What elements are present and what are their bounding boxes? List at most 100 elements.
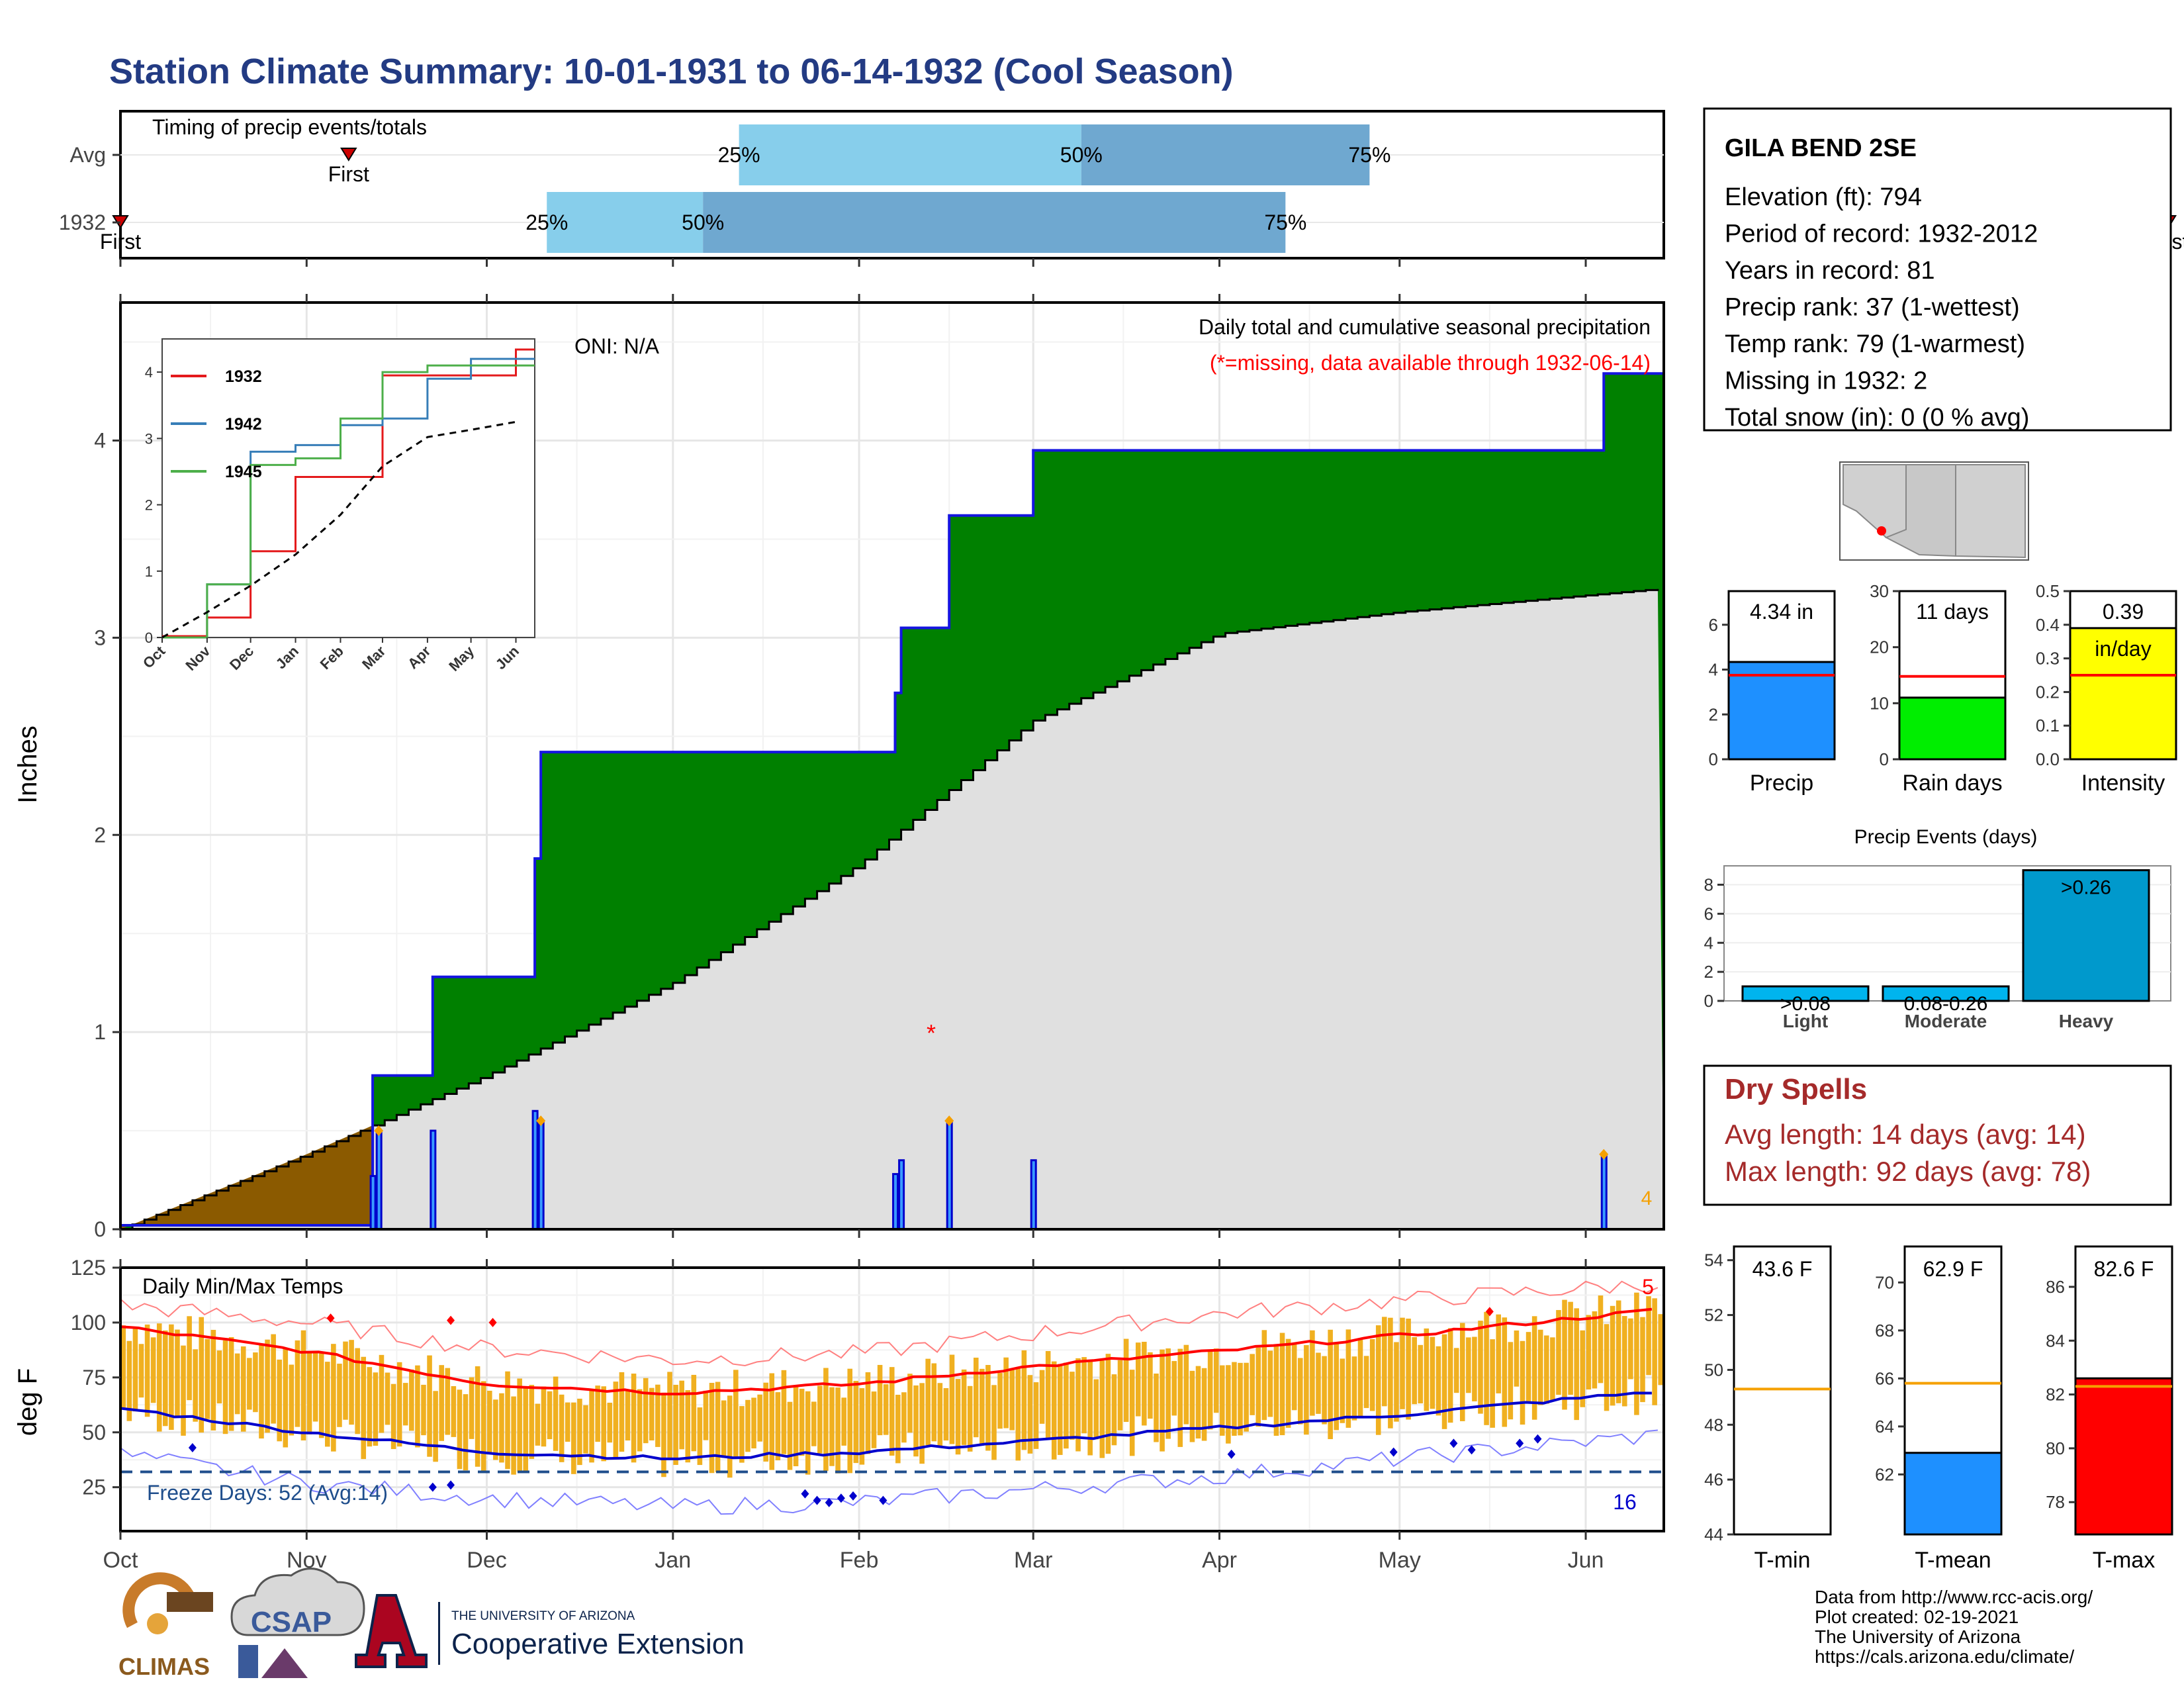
climas-logo-text: CLIMAS [118, 1653, 210, 1680]
daily-temp-range-bar [1261, 1330, 1267, 1421]
average-temp-line [120, 1391, 1652, 1460]
y-tick-label: 3 [94, 626, 106, 649]
daily-temp-range-bar [1580, 1330, 1586, 1407]
daily-temp-range-bar [895, 1395, 901, 1464]
daily-temp-range-bar [156, 1323, 162, 1432]
precip-event-bar-label: >0.08 [1780, 993, 1831, 1015]
daily-temp-range-bar [655, 1384, 660, 1447]
daily-temp-range-bar [1160, 1349, 1165, 1452]
daily-temp-range-bar [661, 1392, 666, 1477]
record-low-marker-icon [1533, 1434, 1542, 1444]
temp-frame [119, 1266, 1665, 1532]
first-event-label: First [100, 230, 141, 254]
x-month-label: Dec [467, 1548, 506, 1573]
daily-temp-range-bar [793, 1385, 799, 1467]
daily-temp-range-bar [1021, 1350, 1027, 1450]
daily-temp-range-bar [205, 1338, 210, 1419]
inset-legend-label: 1942 [225, 415, 262, 434]
quartile-25-label: 25% [525, 211, 568, 234]
daily-temp-range-bar [1304, 1345, 1309, 1435]
daily-temp-range-bar [943, 1387, 949, 1441]
daily-temp-range-bar [300, 1330, 306, 1441]
daily-temp-range-bar [901, 1392, 907, 1443]
temp-bar-tick-label: 50 [1704, 1360, 1723, 1380]
precip-event-tick-label: 4 [1704, 933, 1713, 953]
locator-map [1839, 461, 2029, 561]
station-info-line: Elevation (ft): 794 [1725, 183, 1922, 211]
daily-temp-range-bar [697, 1407, 703, 1466]
first-event-marker-icon [340, 148, 357, 162]
daily-temp-range-bar [277, 1359, 282, 1442]
daily-temp-range-bar [433, 1391, 438, 1462]
summary-bar-tick-label: 0.1 [2036, 716, 2060, 735]
daily-temp-range-bar [216, 1350, 222, 1404]
daily-temp-range-bar [517, 1378, 522, 1472]
record-low-marker-icon [1516, 1438, 1524, 1448]
daily-temp-range-bar [1628, 1318, 1633, 1380]
daily-temp-range-bar [1081, 1357, 1087, 1434]
daily-temp-range-bar [1328, 1329, 1333, 1440]
temp-bar-tick-label: 68 [1875, 1321, 1894, 1340]
precip-event-bar [2022, 869, 2150, 1002]
temp-label: Daily Min/Max Temps [142, 1274, 343, 1298]
daily-temp-range-bar [1375, 1325, 1381, 1435]
dry-spells-frame [1703, 1064, 2172, 1206]
temp-bar-tick-label: 54 [1704, 1250, 1723, 1270]
precip-panel: * 0 1 2 3 4 Daily total and cumulative seaso… [13, 258, 1665, 1241]
daily-temp-range-bar [1291, 1344, 1297, 1411]
record-low-marker-icon [1467, 1445, 1476, 1455]
temp-bar-tick-label: 52 [1704, 1305, 1723, 1325]
temp-ylabel: deg F [13, 1368, 42, 1436]
daily-temp-range-bar [318, 1353, 324, 1438]
inset-y-tick-label: 1 [145, 563, 153, 580]
dry-spells-avg: Avg length: 14 days (avg: 14) [1725, 1119, 2086, 1150]
inset-y-tick-label: 0 [145, 630, 153, 646]
daily-temp-range-bar [1556, 1310, 1561, 1395]
daily-temp-range-bar [1406, 1318, 1411, 1420]
quartile-50-label: 50% [682, 211, 724, 234]
y-tick-label: 50 [82, 1421, 106, 1444]
temp-bar-tick-label: 80 [2046, 1438, 2065, 1458]
daily-temp-range-bar [1568, 1301, 1573, 1395]
daily-temp-range-bar [631, 1374, 637, 1463]
daily-temp-range-bar [253, 1352, 258, 1413]
daily-temp-range-bar [390, 1383, 396, 1450]
first-event-label: First [328, 162, 369, 186]
summary-bar-value-label: 0.39 [2103, 600, 2144, 624]
daily-temp-range-bar [1045, 1350, 1051, 1438]
daily-precip-bar [898, 1159, 905, 1231]
record-low-marker-icon [447, 1480, 455, 1490]
daily-precip-bar [1030, 1159, 1037, 1231]
daily-precip-bar [892, 1173, 899, 1231]
daily-temp-range-bar [595, 1385, 600, 1442]
summary-bar-tick-label: 0 [1709, 749, 1718, 769]
daily-temp-range-bar [877, 1364, 883, 1436]
daily-temp-range-bar [469, 1377, 475, 1439]
average-temp-line [120, 1307, 1653, 1396]
daily-temp-range-bar [1562, 1299, 1567, 1410]
daily-temp-range-bar [1069, 1372, 1075, 1440]
daily-temp-range-bar [1478, 1321, 1483, 1414]
daily-temp-range-bar [1424, 1328, 1430, 1411]
daily-temp-range-bar [361, 1356, 367, 1460]
quartile-25-label: 25% [718, 143, 760, 167]
daily-temp-range-bar [1531, 1316, 1537, 1420]
x-month-label: Apr [1202, 1548, 1237, 1573]
heavy-event-marker-icon [1599, 1149, 1609, 1160]
daily-temp-range-bar [234, 1353, 240, 1415]
daily-temp-range-bar [1207, 1350, 1213, 1430]
daily-temp-range-bar [1322, 1356, 1327, 1425]
daily-temp-range-bar [1351, 1356, 1357, 1421]
daily-temp-range-bar [312, 1352, 318, 1422]
daily-temp-range-bar [1195, 1366, 1201, 1439]
daily-temp-range-bar [1400, 1317, 1405, 1409]
y-tick-label: 75 [82, 1366, 106, 1389]
quartile-50-75-bar [703, 192, 1286, 253]
climas-logo-mark [167, 1592, 213, 1612]
logos: CLIMAS CSAP THE UNIVERSITY OF ARIZONA Co… [118, 1568, 745, 1680]
daily-temp-range-bar [1334, 1343, 1340, 1430]
daily-temp-range-bar [967, 1385, 973, 1452]
ua-a-icon [355, 1594, 428, 1668]
daily-temp-range-bar [859, 1388, 865, 1465]
daily-temp-range-bar [1255, 1347, 1261, 1427]
